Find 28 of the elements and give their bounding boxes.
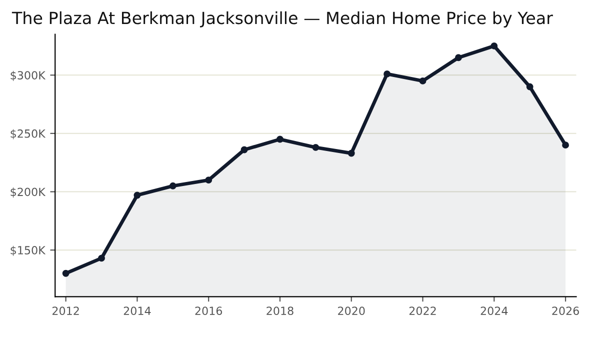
x-tick-label: 2022	[409, 306, 436, 316]
y-tick-label: $150K	[10, 246, 46, 256]
point	[419, 77, 426, 84]
x-tick-label: 2026	[552, 306, 579, 316]
y-tick-label: $200K	[10, 188, 46, 198]
point	[98, 254, 105, 262]
point	[134, 192, 141, 199]
point	[454, 54, 462, 62]
point	[312, 144, 320, 151]
x-tick-label: 2016	[195, 306, 222, 316]
point	[526, 83, 534, 90]
x-tick-label: 2018	[266, 306, 294, 316]
x-tick-label: 2020	[338, 306, 365, 316]
point	[169, 182, 176, 190]
y-tick-label: $250K	[10, 129, 46, 140]
y-tick-label: $300K	[10, 70, 46, 81]
chart-title: The Plaza At Berkman Jacksonville — Median Home Price by Year	[12, 11, 553, 28]
point	[62, 270, 70, 277]
point	[276, 136, 284, 143]
point	[348, 150, 355, 157]
point	[490, 42, 498, 50]
x-tick-label: 2012	[52, 306, 79, 316]
point	[205, 176, 212, 184]
point	[240, 146, 248, 154]
x-tick-label: 2014	[124, 306, 151, 316]
x-tick-label: 2024	[480, 306, 508, 316]
point	[562, 142, 569, 149]
point	[384, 70, 391, 78]
